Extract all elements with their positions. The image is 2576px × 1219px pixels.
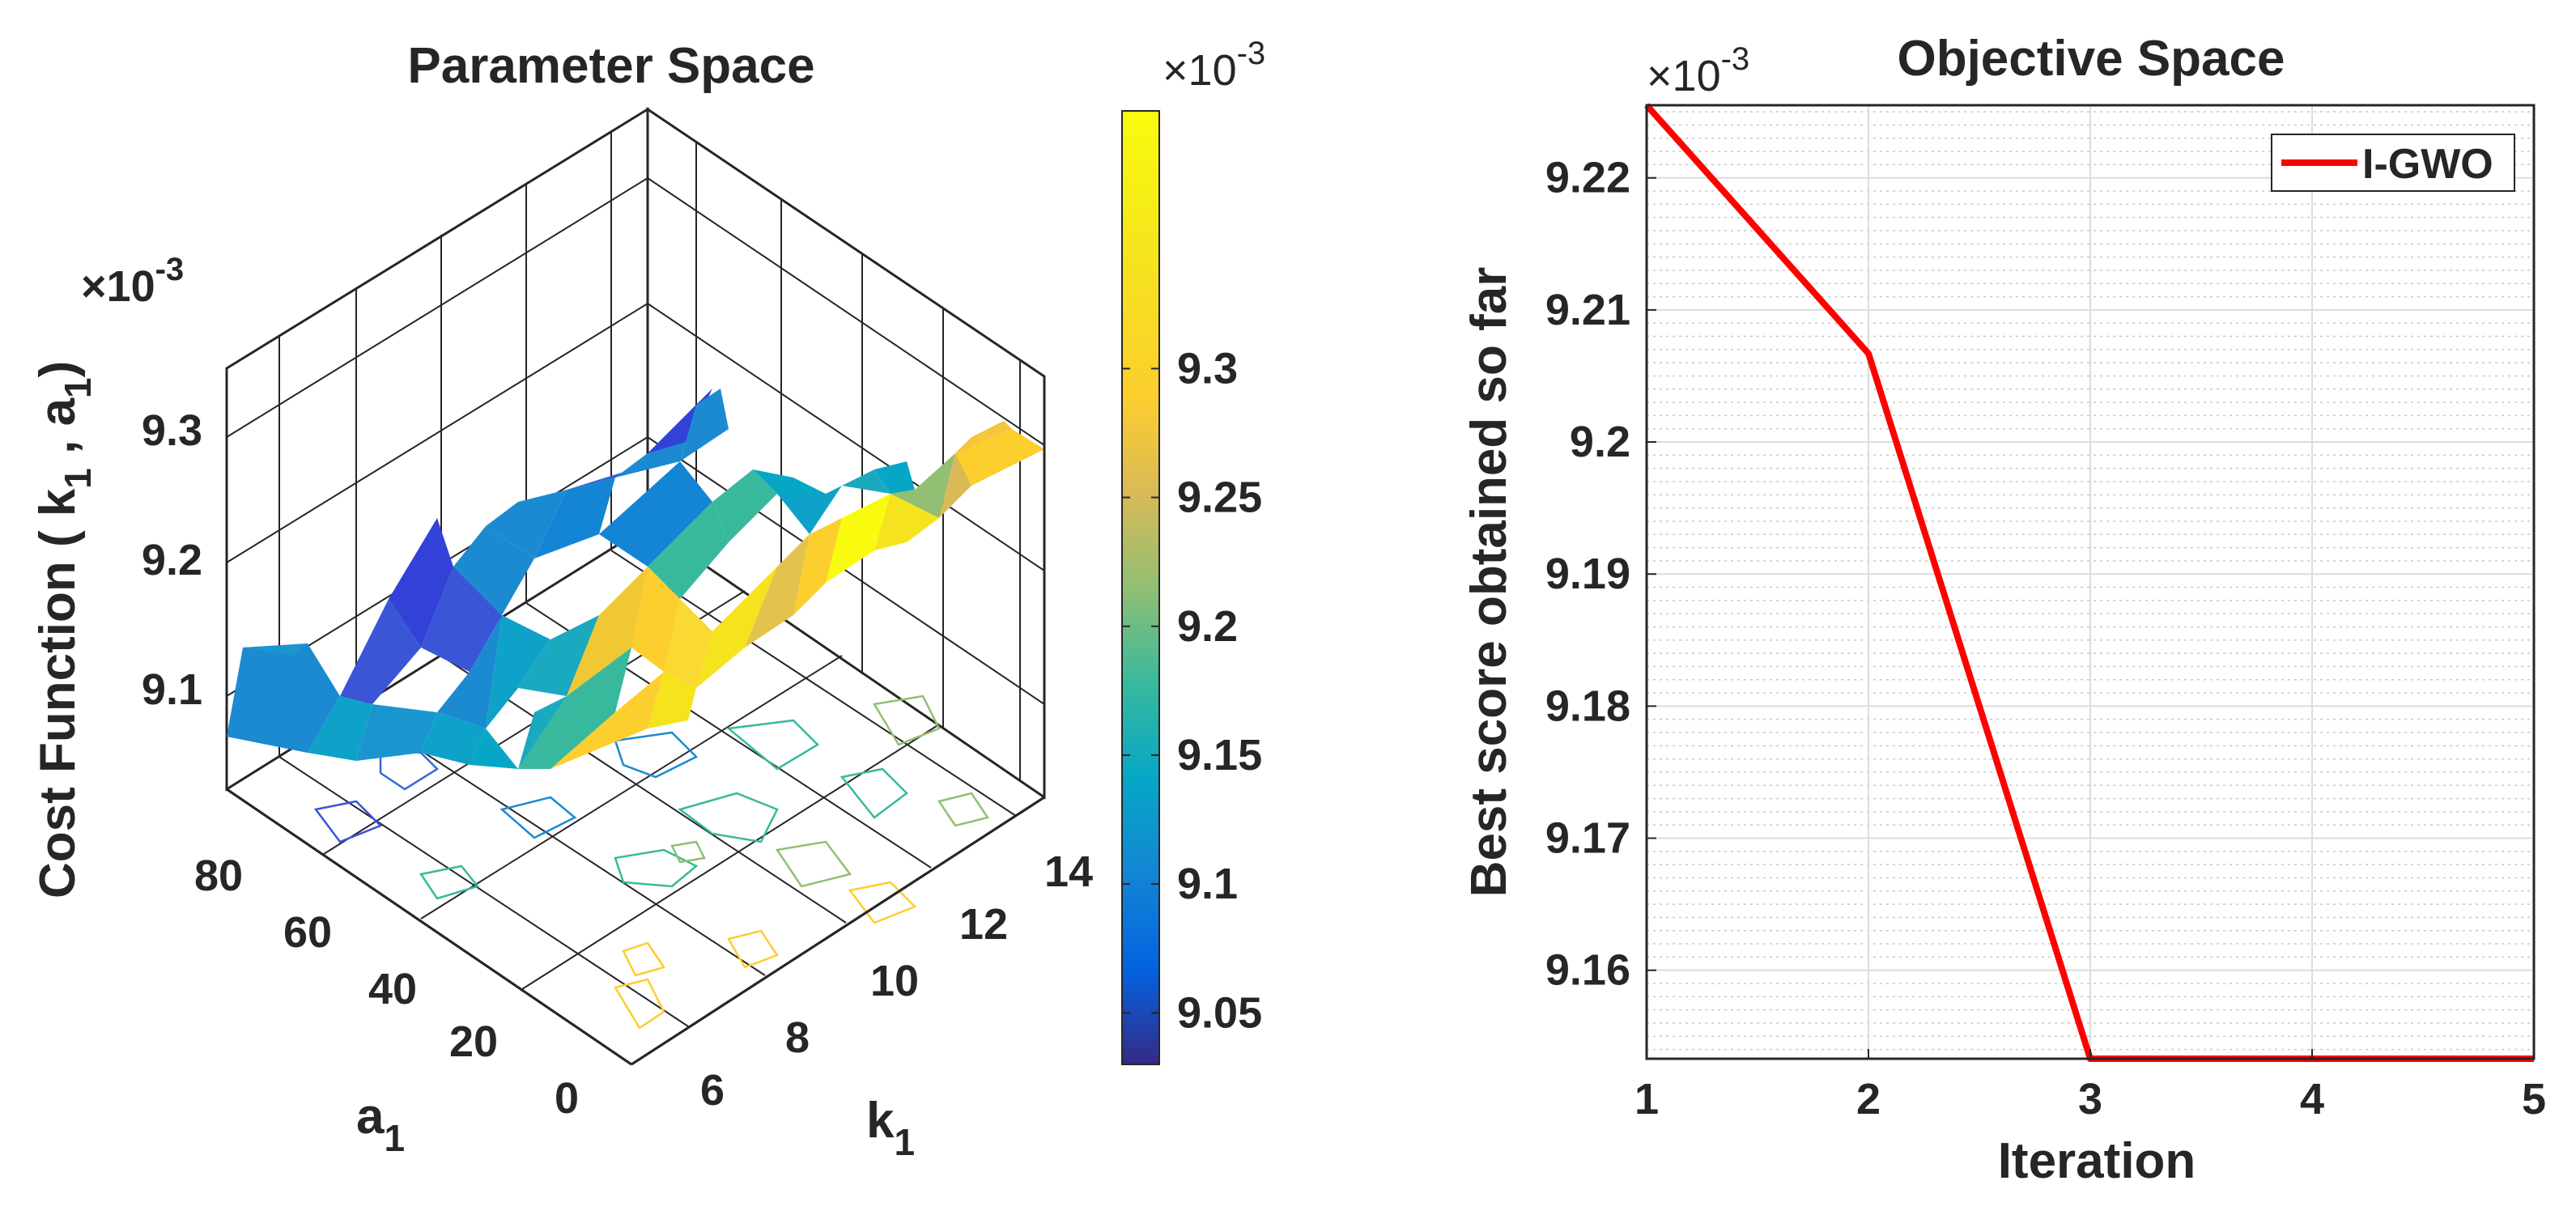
legend-label: I-GWO (2362, 141, 2493, 188)
line-y-label: Best score obtained so far (1461, 267, 1517, 898)
y-tick-label: 9.18 (1545, 682, 1630, 730)
surface-title: Parameter Space (407, 38, 814, 94)
a-tick: 60 (283, 908, 332, 957)
x-tick-label: 4 (2300, 1075, 2324, 1123)
surface-front-axes (226, 376, 1046, 1066)
colorbar-gradient (1121, 110, 1160, 1065)
k-axis-label: k1 (866, 1093, 915, 1163)
colorbar-tick-label: 9.3 (1177, 344, 1238, 393)
line-y-exponent: ×10-3 (1647, 41, 1749, 100)
a-tick: 40 (368, 965, 417, 1013)
a-tick: 20 (449, 1017, 498, 1066)
z-axis-label: Cost Function ( k1 , a1) (30, 361, 99, 898)
z-tick: 9.2 (142, 536, 202, 584)
colorbar-tick-label: 9.1 (1177, 860, 1238, 908)
k-tick: 10 (870, 957, 919, 1005)
k-tick: 12 (959, 900, 1008, 949)
y-tick-label: 9.2 (1570, 418, 1630, 466)
a-tick: 80 (194, 852, 243, 900)
k-tick: 6 (700, 1066, 725, 1115)
x-ticks: 1 2 3 4 5 (1634, 1049, 2546, 1123)
y-tick-label: 9.19 (1545, 550, 1630, 598)
y-tick-label: 9.17 (1545, 814, 1630, 863)
line-chart: Objective Space ×10-3 1 2 3 4 5 9.16 9.17 9.18… (1461, 31, 2546, 1189)
colorbar-exponent: ×10-3 (1163, 36, 1265, 95)
colorbar-tick-label: 9.25 (1177, 474, 1262, 522)
colorbar-tick-label: 9.2 (1177, 602, 1238, 651)
y-tick-label: 9.16 (1545, 946, 1630, 995)
colorbar-tick-label: 9.05 (1177, 988, 1262, 1037)
legend: I-GWO (2271, 134, 2515, 192)
surface-chart: Parameter Space (30, 38, 1093, 1163)
y-tick-label: 9.21 (1545, 286, 1630, 334)
colorbar: ×10-3 9.05 9.1 9.15 9.2 9.25 9.3 (1121, 36, 1265, 1065)
a-tick: 0 (555, 1074, 579, 1123)
colorbar-tick-label: 9.15 (1177, 731, 1262, 779)
y-tick-label: 9.22 (1545, 154, 1630, 202)
surface-mesh (227, 389, 1044, 769)
a-axis-label: a1 (356, 1089, 405, 1159)
x-tick-label: 2 (1856, 1075, 1881, 1123)
line-title: Objective Space (1897, 31, 2285, 87)
y-ticks: 9.16 9.17 9.18 9.19 9.2 9.21 9.22 (1545, 154, 1656, 995)
z-tick: 9.1 (142, 665, 202, 714)
x-tick-label: 1 (1634, 1075, 1659, 1123)
z-tick: 9.3 (142, 406, 202, 455)
k-tick: 8 (785, 1013, 810, 1062)
k-tick: 14 (1044, 847, 1093, 896)
z-exponent: ×10-3 (81, 252, 184, 311)
x-tick-label: 5 (2522, 1075, 2546, 1123)
line-x-label: Iteration (1998, 1133, 2196, 1189)
x-tick-label: 3 (2078, 1075, 2102, 1123)
